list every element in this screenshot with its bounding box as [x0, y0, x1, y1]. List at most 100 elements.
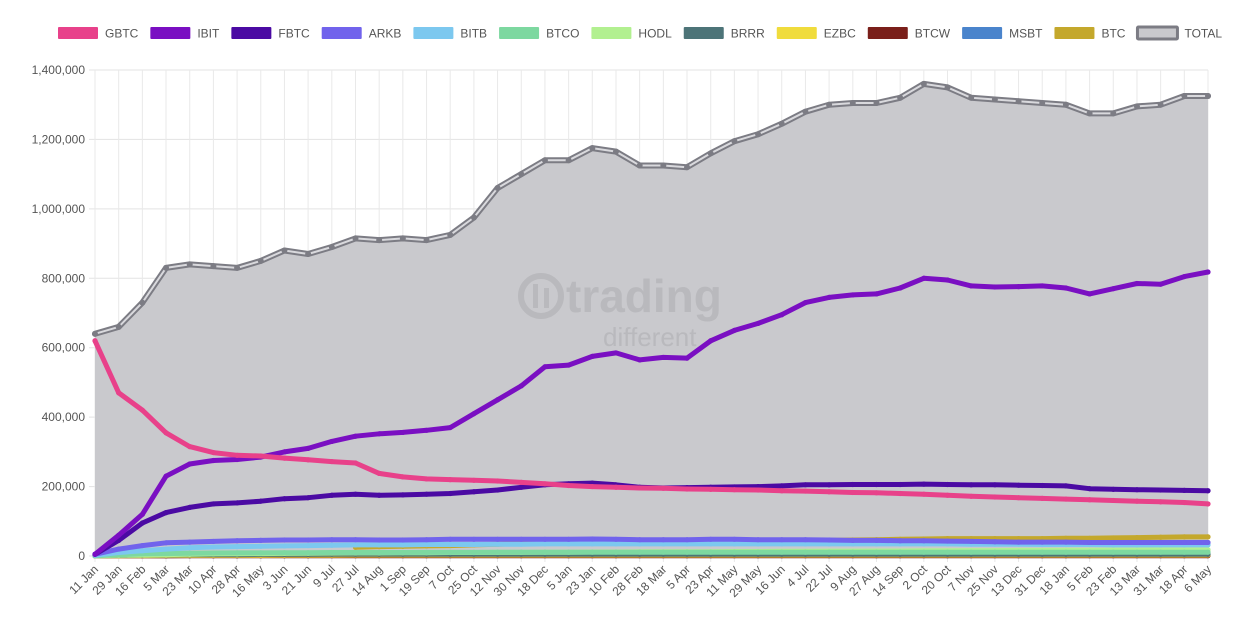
data-point-bitb — [163, 546, 169, 552]
series-lines — [92, 80, 1211, 559]
data-point-fbtc — [1063, 483, 1069, 489]
data-point-btco — [423, 549, 430, 555]
data-point-total — [210, 263, 217, 270]
legend-item-ezbc[interactable]: EZBC — [776, 27, 856, 41]
data-point-total — [1110, 110, 1117, 117]
data-point-bitb — [210, 544, 217, 550]
legend-item-brrr[interactable]: BRRR — [683, 27, 765, 41]
data-point-ibit — [1158, 281, 1164, 287]
data-point-arkb — [708, 536, 714, 542]
data-point-fbtc — [234, 500, 240, 506]
data-point-arkb — [210, 538, 217, 545]
legend-item-hodl[interactable]: HODL — [591, 27, 672, 41]
data-point-bitb — [187, 545, 193, 551]
data-point-btco — [329, 549, 335, 556]
data-point-btco — [802, 549, 809, 555]
data-point-ibit — [1110, 286, 1116, 292]
data-point-arkb — [637, 537, 643, 543]
data-point-btc — [1205, 534, 1211, 540]
legend-swatch — [683, 27, 724, 39]
y-tick-label: 1,200,000 — [32, 132, 86, 146]
y-tick-label: 800,000 — [42, 271, 86, 285]
legend-swatch — [321, 27, 362, 39]
legend-item-arkb[interactable]: ARKB — [321, 27, 402, 41]
data-point-fbtc — [329, 492, 335, 498]
data-point-arkb — [471, 536, 477, 542]
data-point-arkb — [802, 537, 809, 543]
data-point-arkb — [305, 537, 311, 543]
data-point-ibit — [305, 445, 311, 451]
data-point-btco — [1134, 549, 1140, 555]
legend-label: EZBC — [824, 27, 856, 41]
data-point-gbtc — [1039, 495, 1045, 501]
data-point-arkb — [731, 536, 737, 542]
data-point-ibit — [139, 511, 145, 517]
data-point-total — [873, 99, 880, 106]
data-point-fbtc — [163, 510, 169, 516]
data-point-arkb — [234, 538, 240, 544]
legend-item-fbtc[interactable]: FBTC — [231, 27, 310, 41]
data-point-fbtc — [210, 501, 217, 507]
total-area-fill — [95, 83, 1208, 556]
data-point-gbtc — [708, 486, 714, 492]
data-point-ibit — [731, 327, 737, 333]
data-point-btco — [258, 550, 264, 556]
data-point-arkb — [329, 537, 335, 543]
y-tick-label: 1,000,000 — [32, 202, 86, 216]
data-point-total — [447, 231, 454, 238]
legend-item-gbtc[interactable]: GBTC — [58, 27, 139, 41]
data-point-total — [826, 101, 833, 108]
data-point-ibit — [850, 292, 856, 298]
data-point-ibit — [376, 431, 382, 437]
y-tick-label: 400,000 — [42, 410, 86, 424]
legend-label: BTCO — [546, 27, 579, 41]
data-point-btco — [1181, 549, 1187, 555]
data-point-arkb — [826, 537, 832, 543]
data-point-bitb — [494, 541, 501, 547]
data-point-total — [660, 162, 667, 169]
data-point-fbtc — [873, 481, 880, 488]
data-point-btco — [281, 550, 288, 556]
data-point-ibit — [234, 456, 240, 463]
data-point-gbtc — [897, 490, 903, 497]
data-point-bitb — [234, 544, 240, 550]
data-point-arkb — [400, 537, 406, 543]
data-point-fbtc — [850, 481, 856, 488]
legend-item-msbt[interactable]: MSBT — [962, 27, 1043, 41]
data-point-total — [1205, 93, 1211, 100]
data-point-fbtc — [187, 504, 193, 510]
data-point-btco — [1110, 549, 1116, 555]
legend-item-btcw[interactable]: BTCW — [867, 27, 951, 41]
data-point-total — [991, 96, 998, 103]
data-point-ibit — [400, 429, 406, 436]
data-point-total — [1086, 110, 1093, 117]
data-point-ibit — [92, 551, 98, 557]
data-point-fbtc — [826, 482, 832, 488]
legend-swatch — [776, 27, 817, 39]
data-point-fbtc — [968, 482, 974, 488]
data-point-total — [139, 299, 146, 306]
legend-item-btc[interactable]: BTC — [1054, 27, 1126, 41]
data-point-arkb — [684, 537, 690, 543]
legend-label: TOTAL — [1184, 27, 1222, 41]
data-point-ibit — [589, 353, 595, 359]
legend-item-bitb[interactable]: BITB — [413, 27, 487, 41]
data-point-ibit — [826, 294, 832, 300]
data-point-btco — [660, 549, 666, 555]
data-point-arkb — [850, 537, 856, 543]
data-point-gbtc — [968, 493, 974, 499]
data-point-ibit — [708, 338, 714, 344]
legend-item-ibit[interactable]: IBIT — [150, 27, 220, 41]
data-point-btc — [1134, 535, 1140, 541]
data-point-total — [802, 108, 809, 115]
legend-swatch — [962, 27, 1003, 39]
data-point-ibit — [1063, 285, 1069, 291]
data-point-gbtc — [921, 491, 927, 497]
legend-item-btco[interactable]: BTCO — [499, 27, 579, 41]
x-tick-label: 6 May — [1181, 562, 1214, 595]
legend-label: BTC — [1101, 27, 1125, 41]
data-point-bitb — [471, 541, 477, 548]
legend-item-total[interactable]: TOTAL — [1135, 25, 1222, 41]
